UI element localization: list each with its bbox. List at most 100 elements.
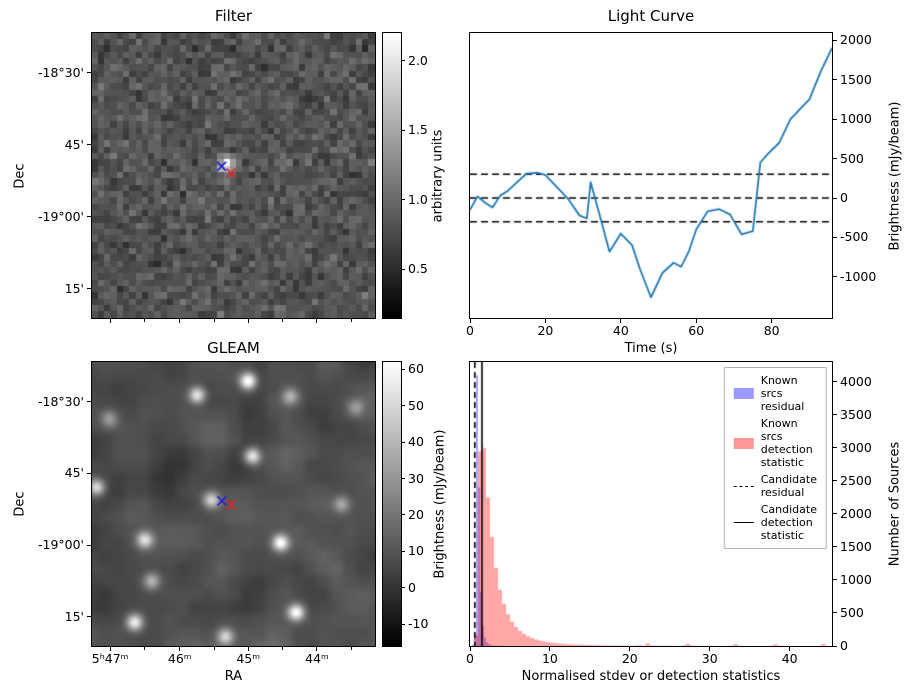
brightness-tick-label: 1500 [840, 71, 872, 87]
time-tick-label: 0 [466, 323, 474, 338]
count-tick-label: 2000 [840, 505, 872, 521]
brightness-tick-label: 1000 [840, 110, 872, 126]
stat-tick-label: 30 [701, 651, 718, 666]
brightness-tick-label: -1000 [840, 268, 877, 284]
tick-mark [144, 647, 146, 650]
tick-mark [87, 288, 91, 290]
tick-mark [833, 579, 837, 581]
brightness-tick-label: 500 [840, 150, 864, 166]
colorbar-tick-label: 10 [408, 543, 424, 559]
legend-label: Known srcs residual [760, 374, 805, 413]
tick-mark [833, 546, 837, 548]
tick-mark [709, 647, 711, 651]
tick-mark [833, 612, 837, 614]
time-tick-label: 60 [688, 323, 705, 338]
ra-tick-label: 46ᵐ [167, 651, 192, 666]
tick-mark [620, 319, 622, 323]
gleam-title: GLEAM [207, 339, 260, 357]
tick-mark [179, 647, 181, 651]
lightcurve-plot [470, 33, 832, 318]
filter-title: Filter [214, 7, 253, 25]
tick-mark [469, 319, 471, 323]
tick-mark [87, 401, 91, 403]
gleam-ylabel: Dec [12, 491, 28, 517]
tick-mark [109, 647, 111, 651]
tick-mark [833, 276, 837, 278]
count-tick-label: 3500 [840, 406, 872, 422]
legend-label: Known srcs detection statistic [760, 417, 813, 469]
tick-mark [214, 647, 216, 650]
tick-mark [789, 647, 791, 651]
colorbar-tick-label: 30 [408, 470, 424, 486]
dec-tick-label: 15' [64, 608, 84, 624]
legend-row: Known srcs residual [733, 374, 817, 413]
stat-tick-label: 0 [466, 651, 474, 666]
legend: Known srcs residual Known srcs detection … [723, 367, 827, 549]
stat-tick-label: 10 [541, 651, 558, 666]
stat-tick-label: 40 [781, 651, 798, 666]
tick-mark [402, 405, 405, 407]
tick-mark [402, 368, 405, 370]
histogram-xlabel: Normalised stdev or detection statistics [521, 669, 781, 684]
tick-mark [402, 514, 405, 516]
dec-tick-label: -19°00' [37, 536, 84, 552]
colorbar-tick-label: 1.5 [408, 122, 428, 138]
legend-row: Known srcs detection statistic [733, 417, 817, 469]
tick-mark [282, 647, 284, 650]
filter-colorbar [383, 33, 401, 318]
time-tick-label: 80 [763, 323, 780, 338]
legend-label: Candidate detection statistic [760, 503, 817, 542]
ra-tick-label: 44ᵐ [305, 651, 329, 666]
colorbar-tick-label: 1.0 [408, 191, 428, 207]
legend-row: Candidate detection statistic [733, 503, 817, 542]
tick-mark [544, 319, 546, 323]
tick-mark [402, 129, 405, 131]
count-tick-label: 1500 [840, 538, 872, 554]
dec-tick-label: 45' [64, 465, 84, 481]
tick-mark [771, 319, 773, 323]
colorbar-tick-label: 40 [408, 433, 424, 449]
tick-mark [316, 319, 318, 323]
colorbar-tick-label: 0 [408, 579, 416, 595]
tick-mark [833, 513, 837, 515]
gleam-xlabel: RA [224, 669, 243, 684]
lightcurve-xlabel: Time (s) [624, 341, 678, 356]
tick-mark [87, 216, 91, 218]
tick-mark [833, 158, 837, 160]
colorbar-tick-label: 50 [408, 397, 424, 413]
tick-mark [179, 319, 181, 323]
count-tick-label: 1000 [840, 571, 872, 587]
count-tick-label: 0 [840, 637, 848, 653]
tick-mark [87, 144, 91, 146]
tick-mark [629, 647, 631, 651]
dec-tick-label: -18°30' [37, 64, 84, 80]
ra-tick-label: 5ʰ47ᵐ [91, 651, 129, 666]
tick-mark [833, 236, 837, 238]
tick-mark [87, 72, 91, 74]
tick-mark [833, 118, 837, 120]
tick-mark [833, 39, 837, 41]
time-tick-label: 40 [612, 323, 629, 338]
tick-mark [87, 616, 91, 618]
colorbar-tick-label: 0.5 [408, 261, 428, 277]
filter-image [92, 33, 375, 318]
tick-mark [351, 319, 353, 322]
time-tick-label: 20 [537, 323, 554, 338]
tick-mark [402, 199, 405, 201]
brightness-tick-label: -500 [840, 229, 869, 245]
tick-mark [282, 319, 284, 322]
tick-mark [109, 319, 111, 323]
dec-tick-label: -18°30' [37, 393, 84, 409]
brightness-tick-label: 0 [840, 189, 848, 205]
lightcurve-ylabel: Brightness (mJy/beam) [887, 101, 903, 250]
tick-mark [833, 480, 837, 482]
count-tick-label: 3000 [840, 439, 872, 455]
brightness-tick-label: 2000 [840, 31, 872, 47]
tick-mark [833, 381, 837, 383]
tick-mark [402, 623, 405, 625]
filter-ylabel: Dec [12, 162, 28, 189]
histogram-ylabel: Number of Sources [887, 441, 903, 567]
ra-tick-label: 45ᵐ [236, 651, 261, 666]
dec-tick-label: -19°00' [37, 208, 84, 224]
